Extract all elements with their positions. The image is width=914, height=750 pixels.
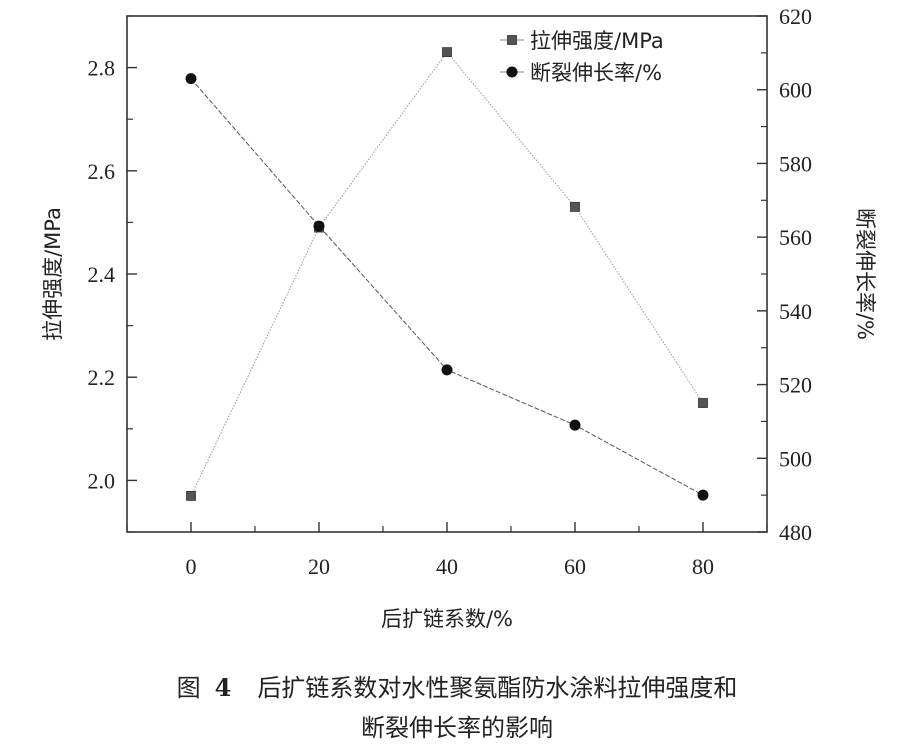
legend-label-tensile-strength: 拉伸强度/MPa <box>530 29 664 53</box>
y-tick-label: 2.4 <box>88 262 116 287</box>
elongation-point <box>697 489 709 501</box>
legend-square-marker-icon <box>507 35 517 45</box>
series-line-elongation <box>190 78 704 496</box>
legend-label-elongation: 断裂伸长率/% <box>530 61 662 85</box>
x-tick-label: 40 <box>436 554 458 579</box>
series-layer <box>185 47 709 501</box>
x-tick-label: 60 <box>564 554 586 579</box>
left-y-axis-title: 拉伸强度/MPa <box>41 207 65 341</box>
series-line-tensile-strength <box>190 51 704 497</box>
legend: 拉伸强度/MPa 断裂伸长率/% <box>500 29 664 85</box>
y2-tick-label: 580 <box>779 151 812 176</box>
y2-tick-label: 620 <box>779 4 812 29</box>
y2-tick-label: 560 <box>779 225 812 250</box>
figure-caption-text: 后扩链系数对水性聚氨酯防水涂料拉伸强度和 <box>257 674 738 702</box>
x-axis-title: 后扩链系数/% <box>381 607 513 631</box>
left-y-axis-ticks: 2.0 2.2 2.4 2.6 2.8 <box>88 15 137 533</box>
y-tick-label: 2.8 <box>88 56 116 81</box>
legend-circle-marker-icon <box>506 66 518 78</box>
elongation-point <box>313 220 325 232</box>
figure-caption-line-2: 断裂伸长率的影响 <box>361 714 553 742</box>
x-tick-label: 20 <box>308 554 330 579</box>
tensile-strength-point <box>698 398 708 408</box>
x-axis-ticks: 0 20 40 60 80 <box>126 522 768 579</box>
x-tick-label: 80 <box>692 554 714 579</box>
figure-caption-line-1: 图 4 后扩链系数对水性聚氨酯防水涂料拉伸强度和 <box>0 668 914 703</box>
y2-tick-label: 600 <box>779 78 812 103</box>
y2-tick-label: 520 <box>779 373 812 398</box>
y2-tick-label: 540 <box>779 299 812 324</box>
right-y-axis-title: 断裂伸长率/% <box>853 208 877 340</box>
tensile-strength-point <box>570 202 580 212</box>
y2-tick-label: 500 <box>779 446 812 471</box>
elongation-point <box>569 419 581 431</box>
chart: 0 20 40 60 80 2.0 2.2 2.4 2.6 2.8 480 500 520 540 56… <box>41 4 877 631</box>
tensile-strength-point <box>442 47 452 58</box>
tensile-strength-point <box>186 490 196 501</box>
y2-tick-label: 480 <box>779 520 812 545</box>
plot-frame <box>126 15 768 533</box>
elongation-point <box>441 364 453 376</box>
figure-label: 图 <box>176 674 201 702</box>
y-tick-label: 2.6 <box>88 159 116 184</box>
y-tick-label: 2.0 <box>88 468 116 493</box>
elongation-point <box>185 73 197 85</box>
x-tick-label: 0 <box>186 554 197 579</box>
right-y-axis-ticks: 480 500 520 540 560 580 600 620 <box>757 4 812 545</box>
figure-number: 4 <box>214 673 232 702</box>
y-tick-label: 2.2 <box>88 365 116 390</box>
